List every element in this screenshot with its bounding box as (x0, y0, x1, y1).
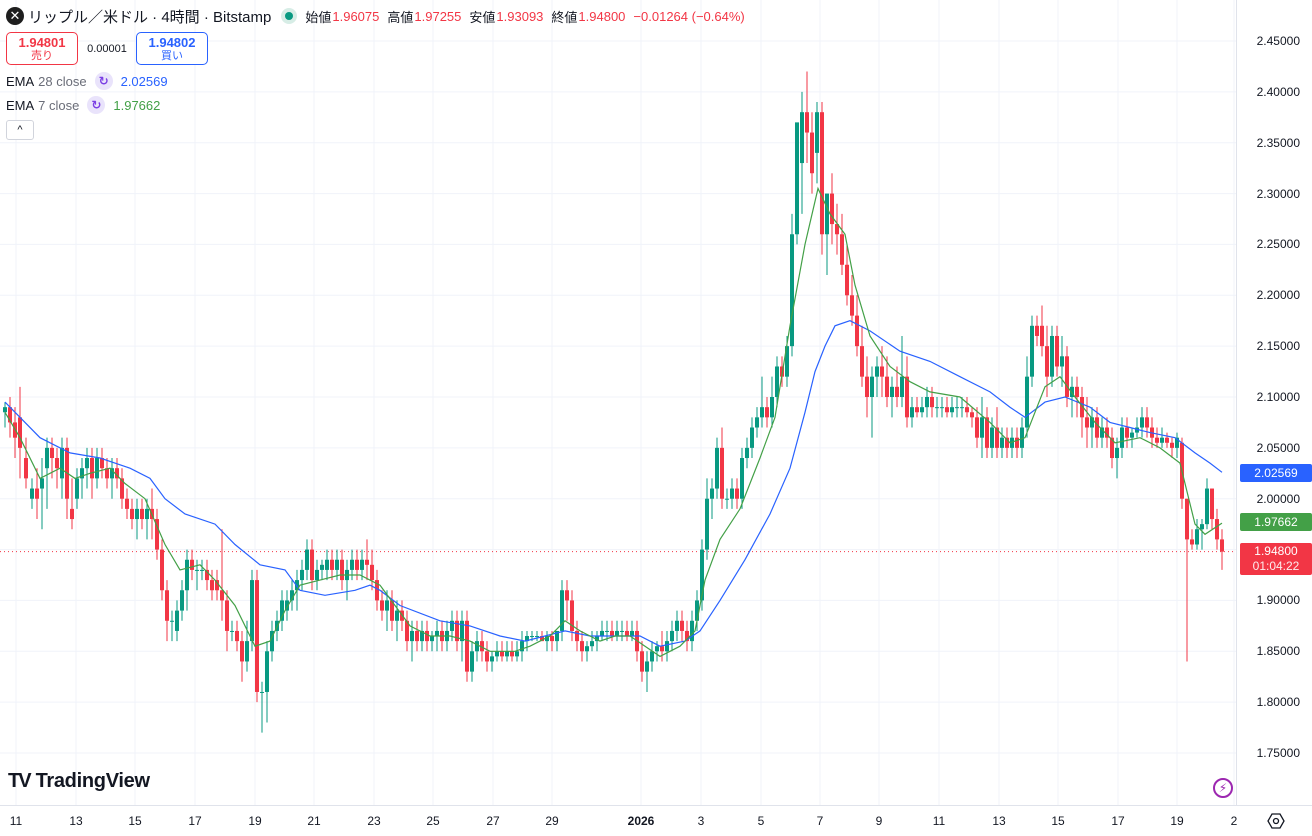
refresh-icon[interactable]: ↻ (87, 96, 106, 114)
indicator-ema-28[interactable]: EMA 28 close ↻ 2.02569 (6, 69, 753, 93)
tradingview-logo-mark: TV (8, 770, 32, 792)
time-tick: 5 (757, 814, 765, 828)
time-tick: 17 (1111, 814, 1125, 828)
price-axis[interactable]: 2.02569 1.97662 1.94800 01:04:22 2.45000… (1236, 0, 1312, 805)
open-value: 1.96075 (332, 8, 380, 24)
price-tick: 1.75000 (1256, 746, 1300, 760)
time-tick: 11 (932, 814, 946, 828)
spread-value: 0.00001 (87, 42, 127, 55)
ema-28-price-text: 2.02569 (1254, 465, 1298, 480)
price-tick: 2.25000 (1256, 237, 1300, 252)
sell-label: 売り (31, 49, 53, 62)
time-tick: 2 (1230, 814, 1238, 828)
settings-icon[interactable] (1267, 812, 1285, 830)
ema-7-price-label: 1.97662 (1240, 513, 1312, 532)
time-tick: 11 (9, 814, 23, 828)
time-tick: 15 (1051, 814, 1065, 828)
tradingview-logo-text: TradingView (35, 770, 150, 792)
time-tick: 25 (426, 814, 440, 828)
symbol-title[interactable]: リップル／米ドル · 4時間 · Bitstamp (28, 8, 272, 26)
time-tick: 19 (1170, 814, 1184, 828)
time-tick: 15 (128, 814, 142, 828)
time-tick: 27 (486, 814, 500, 828)
buy-price: 1.94802 (148, 34, 196, 50)
xrp-icon: ✕ (6, 7, 24, 25)
last-price-label: 1.94800 01:04:22 (1240, 542, 1312, 575)
price-tick: 1.80000 (1256, 695, 1300, 710)
price-tick: 1.85000 (1256, 644, 1300, 659)
collapse-legend-button[interactable]: ^ (6, 120, 34, 140)
close-label: 終値 (551, 9, 578, 25)
time-tick: 21 (307, 814, 321, 828)
indicator-params: 28 close (38, 73, 87, 89)
price-tick: 2.05000 (1256, 440, 1300, 455)
chart-legend: ✕ リップル／米ドル · 4時間 · Bitstamp 始値 1.96075 高… (6, 5, 753, 140)
tradingview-logo[interactable]: TV TradingView (8, 770, 150, 793)
time-tick: 7 (816, 814, 824, 828)
symbol-header: ✕ リップル／米ドル · 4時間 · Bitstamp 始値 1.96075 高… (6, 5, 753, 27)
price-tick: 2.00000 (1256, 491, 1300, 506)
time-tick: 19 (248, 814, 262, 828)
open-label: 始値 (305, 9, 332, 25)
time-tick: 13 (69, 814, 83, 828)
price-tick: 2.30000 (1256, 186, 1300, 201)
indicator-ema-7[interactable]: EMA 7 close ↻ 1.97662 (6, 93, 753, 117)
last-price-text: 1.94800 (1254, 543, 1298, 558)
chart-grid (0, 0, 1236, 805)
price-tick: 2.40000 (1256, 84, 1300, 99)
time-tick: 3 (697, 814, 705, 828)
lightning-icon[interactable]: ⚡ (1213, 778, 1233, 798)
change-value: −0.01264 (−0.64%) (633, 8, 745, 24)
price-tick: 2.45000 (1256, 34, 1300, 48)
time-axis[interactable]: 11 13 15 17 19 21 23 25 27 29 2026 3 5 7 9 11 13 15 17 19 2 (0, 805, 1312, 836)
indicator-params: 7 close (38, 97, 80, 113)
price-tick: 2.10000 (1256, 390, 1300, 404)
sell-button[interactable]: 1.94801 売り (6, 32, 78, 65)
indicator-value: 2.02569 (120, 73, 168, 89)
trade-buttons: 1.94801 売り 0.00001 1.94802 買い (6, 32, 753, 65)
indicator-name: EMA (6, 97, 35, 113)
chevron-up-icon: ^ (17, 124, 23, 136)
time-tick: 13 (992, 814, 1006, 828)
price-tick: 2.20000 (1256, 288, 1300, 303)
time-tick: 23 (367, 814, 381, 828)
price-tick: 1.90000 (1256, 593, 1300, 608)
price-tick: 2.15000 (1256, 339, 1300, 354)
ema-7-price-text: 1.97662 (1254, 515, 1298, 530)
sell-price: 1.94801 (18, 34, 66, 50)
buy-label: 買い (161, 49, 183, 62)
high-label: 高値 (387, 9, 414, 25)
time-tick: 2026 (627, 814, 655, 828)
close-value: 1.94800 (578, 8, 626, 24)
market-status-icon[interactable] (281, 8, 298, 24)
low-label: 安値 (469, 9, 496, 25)
high-value: 1.97255 (414, 8, 462, 24)
buy-button[interactable]: 1.94802 買い (136, 32, 208, 65)
indicator-value: 1.97662 (113, 97, 161, 113)
low-value: 1.93093 (496, 8, 544, 24)
price-tick: 2.35000 (1256, 135, 1300, 150)
ema-28-price-label: 2.02569 (1240, 463, 1312, 482)
refresh-icon[interactable]: ↻ (94, 72, 113, 90)
time-tick: 9 (875, 814, 883, 828)
candlestick-series (3, 71, 1224, 733)
indicator-name: EMA (6, 73, 35, 89)
ema-7-line (4, 186, 1223, 658)
ema-28-line (4, 320, 1223, 647)
time-tick: 29 (545, 814, 559, 828)
time-tick: 17 (188, 814, 202, 828)
bar-countdown-text: 01:04:22 (1252, 558, 1300, 573)
